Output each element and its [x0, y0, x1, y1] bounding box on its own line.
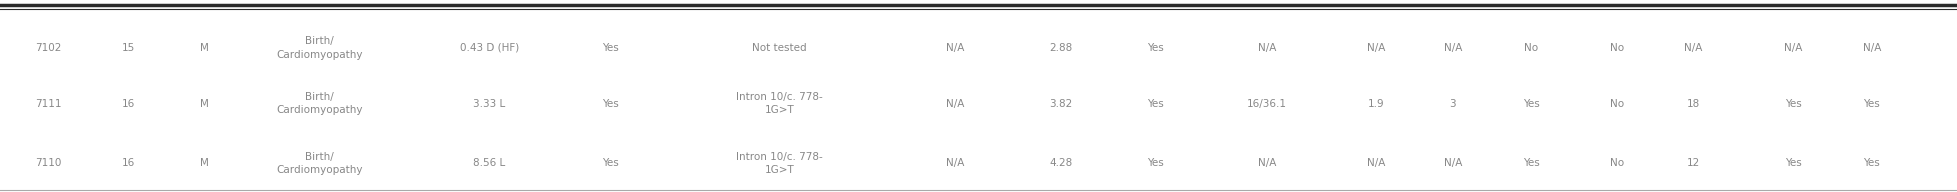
Text: Yes: Yes [1523, 158, 1538, 168]
Text: Yes: Yes [1523, 99, 1538, 109]
Text: 1.9: 1.9 [1368, 99, 1384, 109]
Text: Birth/
Cardiomyopathy: Birth/ Cardiomyopathy [276, 152, 362, 175]
Text: Yes: Yes [1863, 158, 1879, 168]
Text: No: No [1609, 43, 1624, 53]
Text: M: M [200, 158, 209, 168]
Text: Yes: Yes [1147, 43, 1162, 53]
Text: N/A: N/A [1256, 43, 1276, 53]
Text: 0.43 D (HF): 0.43 D (HF) [460, 43, 519, 53]
Text: Yes: Yes [1785, 158, 1800, 168]
Text: Yes: Yes [603, 99, 618, 109]
Text: 7110: 7110 [35, 158, 61, 168]
Text: Birth/
Cardiomyopathy: Birth/ Cardiomyopathy [276, 36, 362, 60]
Text: Not tested: Not tested [751, 43, 806, 53]
Text: N/A: N/A [945, 158, 965, 168]
Text: N/A: N/A [1783, 43, 1802, 53]
Text: No: No [1523, 43, 1538, 53]
Text: N/A: N/A [1861, 43, 1881, 53]
Text: Yes: Yes [603, 158, 618, 168]
Text: 16: 16 [121, 158, 135, 168]
Text: M: M [200, 99, 209, 109]
Text: Intron 10/c. 778-
1G>T: Intron 10/c. 778- 1G>T [736, 152, 822, 175]
Text: N/A: N/A [1366, 158, 1386, 168]
Text: 7111: 7111 [35, 99, 63, 109]
Text: Birth/
Cardiomyopathy: Birth/ Cardiomyopathy [276, 92, 362, 115]
Text: Yes: Yes [1147, 99, 1162, 109]
Text: Yes: Yes [1785, 99, 1800, 109]
Text: N/A: N/A [1366, 43, 1386, 53]
Text: Yes: Yes [1147, 158, 1162, 168]
Text: N/A: N/A [1683, 43, 1703, 53]
Text: No: No [1609, 158, 1624, 168]
Text: 16: 16 [121, 99, 135, 109]
Text: 3.82: 3.82 [1049, 99, 1072, 109]
Text: Yes: Yes [1863, 99, 1879, 109]
Text: Intron 10/c. 778-
1G>T: Intron 10/c. 778- 1G>T [736, 92, 822, 115]
Text: 16/36.1: 16/36.1 [1247, 99, 1286, 109]
Text: No: No [1609, 99, 1624, 109]
Text: 7102: 7102 [35, 43, 61, 53]
Text: 15: 15 [121, 43, 135, 53]
Text: N/A: N/A [1442, 158, 1462, 168]
Text: 3: 3 [1448, 99, 1456, 109]
Text: M: M [200, 43, 209, 53]
Text: 12: 12 [1687, 158, 1699, 168]
Text: N/A: N/A [1256, 158, 1276, 168]
Text: Yes: Yes [603, 43, 618, 53]
Text: 4.28: 4.28 [1049, 158, 1072, 168]
Text: 8.56 L: 8.56 L [474, 158, 505, 168]
Text: 18: 18 [1687, 99, 1699, 109]
Text: 3.33 L: 3.33 L [474, 99, 505, 109]
Text: 2.88: 2.88 [1049, 43, 1072, 53]
Text: N/A: N/A [1442, 43, 1462, 53]
Text: N/A: N/A [945, 99, 965, 109]
Text: N/A: N/A [945, 43, 965, 53]
